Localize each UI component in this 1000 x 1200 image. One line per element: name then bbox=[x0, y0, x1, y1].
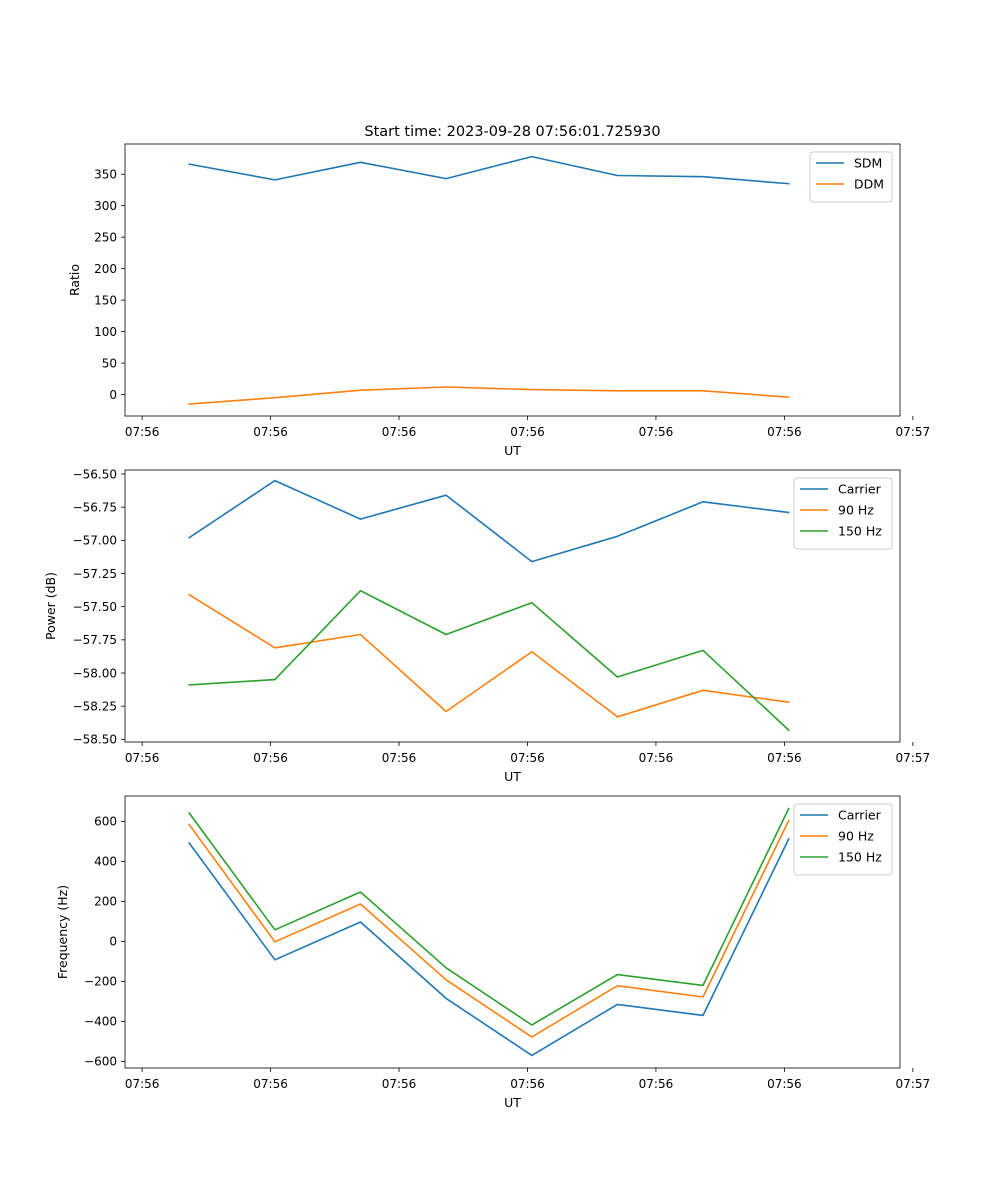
y-tick-label: 600 bbox=[94, 815, 117, 829]
series-line-ddm bbox=[188, 386, 790, 405]
chart-title: Start time: 2023-09-28 07:56:01.725930 bbox=[364, 124, 660, 140]
y-tick-label: −57.50 bbox=[73, 600, 117, 614]
x-tick-label: 07:56 bbox=[510, 1077, 545, 1091]
x-tick-label: 07:56 bbox=[382, 425, 417, 439]
series-line-carrier bbox=[188, 837, 790, 1057]
x-tick-label: 07:56 bbox=[125, 425, 160, 439]
x-tick-label: 07:56 bbox=[510, 751, 545, 765]
chart-panel-1: Start time: 2023-09-28 07:56:01.725930 07… bbox=[67, 124, 930, 458]
y-tick-label: −600 bbox=[84, 1055, 117, 1069]
x-tick-label: 07:56 bbox=[382, 751, 417, 765]
x-axis-label: UT bbox=[504, 443, 521, 458]
legend: Carrier 90 Hz 150 Hz bbox=[793, 477, 893, 550]
plot-frame bbox=[124, 469, 901, 743]
y-tick-label: −58.00 bbox=[73, 666, 117, 680]
y-tick-label: 0 bbox=[109, 388, 117, 402]
y-tick-label: −200 bbox=[84, 975, 117, 989]
series-line-150-hz bbox=[188, 807, 790, 1026]
legend-label: DDM bbox=[854, 177, 884, 192]
x-tick-label: 07:56 bbox=[639, 425, 674, 439]
legend-label: SDM bbox=[854, 156, 882, 171]
y-tick-label: −57.75 bbox=[73, 633, 117, 647]
y-tick-label: −56.75 bbox=[73, 500, 117, 514]
x-tick-label: 07:56 bbox=[639, 751, 674, 765]
y-tick-label: −56.50 bbox=[73, 467, 117, 481]
legend: SDM DDM bbox=[809, 151, 893, 203]
series-line-sdm bbox=[188, 155, 790, 185]
plot-frame bbox=[124, 795, 901, 1069]
y-axis-label: Frequency (Hz) bbox=[55, 885, 70, 979]
y-tick-label: −57.00 bbox=[73, 534, 117, 548]
x-tick-label: 07:56 bbox=[767, 1077, 802, 1091]
y-tick-label: 50 bbox=[102, 356, 117, 370]
y-tick-label: −58.50 bbox=[73, 733, 117, 747]
y-tick-label: −400 bbox=[84, 1015, 117, 1029]
y-tick-label: −57.25 bbox=[73, 567, 117, 581]
x-tick-label: 07:56 bbox=[253, 425, 288, 439]
series-line-90-hz bbox=[188, 593, 790, 718]
series-line-90-hz bbox=[188, 819, 790, 1038]
y-axis-label: Ratio bbox=[67, 264, 82, 296]
x-tick-label: 07:56 bbox=[382, 1077, 417, 1091]
y-tick-label: 250 bbox=[94, 230, 117, 244]
legend-label: 150 Hz bbox=[838, 850, 882, 865]
chart-panel-2: 07:56 07:56 07:56 07:56 07:56 07:56 07:57 −58.5… bbox=[43, 467, 930, 784]
y-tick-label: 300 bbox=[94, 199, 117, 213]
x-tick-label: 07:56 bbox=[767, 425, 802, 439]
legend-label: 90 Hz bbox=[838, 829, 874, 844]
legend: Carrier 90 Hz 150 Hz bbox=[793, 803, 893, 876]
x-tick-label: 07:56 bbox=[253, 751, 288, 765]
y-tick-label: 400 bbox=[94, 855, 117, 869]
y-tick-label: 350 bbox=[94, 168, 117, 182]
legend-box bbox=[809, 151, 893, 203]
x-tick-label: 07:56 bbox=[253, 1077, 288, 1091]
x-tick-label: 07:57 bbox=[896, 1077, 931, 1091]
y-tick-label: −58.25 bbox=[73, 699, 117, 713]
y-tick-label: 150 bbox=[94, 293, 117, 307]
y-tick-label: 200 bbox=[94, 895, 117, 909]
plot-frame bbox=[124, 143, 901, 417]
series-line-carrier bbox=[188, 479, 790, 563]
chart-panels: Start time: 2023-09-28 07:56:01.725930 07… bbox=[43, 124, 930, 1110]
y-tick-label: 100 bbox=[94, 325, 117, 339]
legend-label: 150 Hz bbox=[838, 524, 882, 539]
chart-panel-3: 07:56 07:56 07:56 07:56 07:56 07:56 07:57 −600 −… bbox=[55, 795, 931, 1110]
legend-label: 90 Hz bbox=[838, 503, 874, 518]
legend-label: Carrier bbox=[838, 482, 882, 497]
x-tick-label: 07:56 bbox=[510, 425, 545, 439]
series-line-150-hz bbox=[188, 589, 790, 732]
x-tick-label: 07:57 bbox=[896, 751, 931, 765]
legend-label: Carrier bbox=[838, 808, 882, 823]
y-axis-label: Power (dB) bbox=[43, 572, 58, 640]
x-tick-label: 07:56 bbox=[767, 751, 802, 765]
y-tick-label: 0 bbox=[109, 935, 117, 949]
y-tick-label: 200 bbox=[94, 262, 117, 276]
x-axis-label: UT bbox=[504, 769, 521, 784]
x-tick-label: 07:56 bbox=[125, 751, 160, 765]
x-tick-label: 07:57 bbox=[896, 425, 931, 439]
x-tick-label: 07:56 bbox=[639, 1077, 674, 1091]
x-tick-label: 07:56 bbox=[125, 1077, 160, 1091]
x-axis-label: UT bbox=[504, 1095, 521, 1110]
